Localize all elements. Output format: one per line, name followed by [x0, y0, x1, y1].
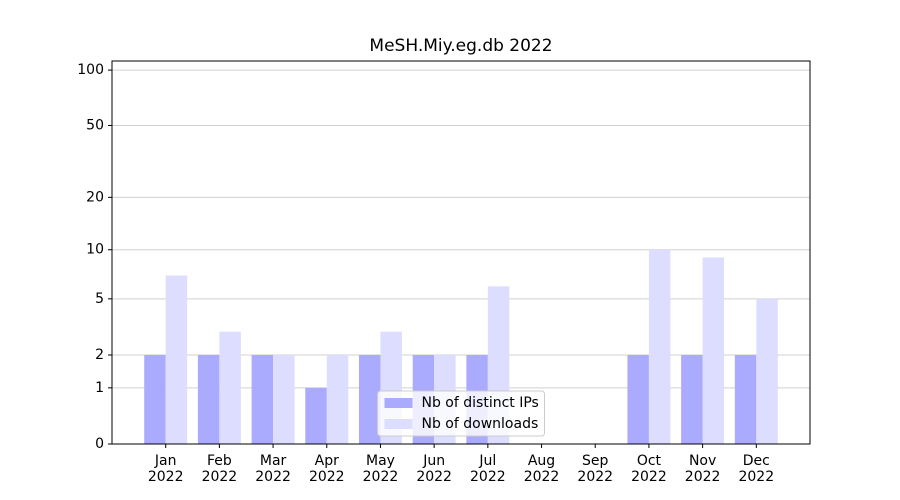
x-tick-label: Jan 2022: [148, 453, 184, 485]
x-tick-label-line: Jul: [478, 453, 496, 469]
x-tick-label-line: 2022: [738, 469, 774, 485]
x-tick-label: Apr 2022: [309, 453, 345, 485]
legend-label: Nb of distinct IPs: [422, 395, 539, 411]
x-tick-label: Oct 2022: [631, 453, 667, 485]
bar: [756, 298, 778, 444]
x-tick-label-line: May: [366, 453, 395, 469]
bar: [273, 354, 295, 444]
x-tick-label-line: 2022: [685, 469, 721, 485]
x-tick-label-line: Mar: [260, 453, 287, 469]
x-tick-label-line: Dec: [743, 453, 770, 469]
x-tick-label: Mar 2022: [255, 453, 291, 485]
bar: [648, 249, 671, 444]
x-tick-label: May 2022: [363, 453, 399, 485]
y-tick-label: 50: [86, 117, 104, 133]
bar: [251, 354, 274, 444]
x-tick-label-line: 2022: [524, 469, 560, 485]
x-tick-label-line: 2022: [148, 469, 184, 485]
bar: [305, 387, 327, 444]
x-tick-label-line: Apr: [315, 453, 339, 469]
legend-swatch: [384, 419, 413, 429]
plot-frame: [111, 60, 811, 445]
y-tick-label: 2: [95, 347, 104, 363]
x-tick-label-line: 2022: [631, 469, 667, 485]
x-tick-label-line: Feb: [207, 453, 232, 469]
x-tick-label-line: Sep: [582, 453, 609, 469]
y-tick-label: 5: [95, 291, 104, 307]
y-tick-label: 100: [77, 62, 104, 78]
x-tick-label-line: 2022: [577, 469, 613, 485]
x-tick-label: Nov 2022: [685, 453, 721, 485]
x-tick-label: Aug 2022: [524, 453, 560, 485]
chart-title: MeSH.Miy.eg.db 2022: [369, 36, 552, 56]
bar: [165, 275, 188, 444]
bar: [219, 331, 241, 444]
x-tick-label-line: 2022: [202, 469, 238, 485]
bar: [702, 257, 725, 444]
x-tick-label-line: 2022: [416, 469, 452, 485]
x-tick-label: Feb 2022: [202, 453, 238, 485]
bar: [326, 354, 349, 444]
legend-swatch: [384, 398, 413, 408]
x-tick-label: Jun 2022: [416, 453, 452, 485]
bar: [144, 354, 166, 444]
x-tick-label-line: Nov: [689, 453, 716, 469]
x-tick-label: Sep 2022: [577, 453, 613, 485]
bar: [627, 354, 649, 444]
y-tick-label: 10: [86, 242, 104, 258]
y-tick-label: 1: [95, 380, 104, 396]
y-tick-label: 20: [86, 189, 104, 205]
x-tick-label-line: 2022: [255, 469, 291, 485]
legend: Nb of distinct IPs Nb of downloads: [377, 390, 545, 437]
x-tick-label: Jul 2022: [470, 453, 506, 485]
x-tick-label-line: 2022: [363, 469, 399, 485]
y-tick-label: 0: [95, 436, 104, 452]
x-tick-label-line: Jun: [422, 453, 445, 469]
bar: [358, 354, 381, 444]
bar: [734, 354, 757, 444]
x-tick-label-line: Jan: [154, 453, 177, 469]
x-tick-label-line: Oct: [637, 453, 662, 469]
bar: [197, 354, 220, 444]
legend-box: [377, 390, 545, 437]
x-tick-label: Dec 2022: [738, 453, 774, 485]
bar: [681, 354, 703, 444]
x-tick-label-line: 2022: [309, 469, 345, 485]
legend-label: Nb of downloads: [422, 416, 539, 432]
x-tick-label-line: Aug: [528, 453, 555, 469]
x-tick-label-line: 2022: [470, 469, 506, 485]
